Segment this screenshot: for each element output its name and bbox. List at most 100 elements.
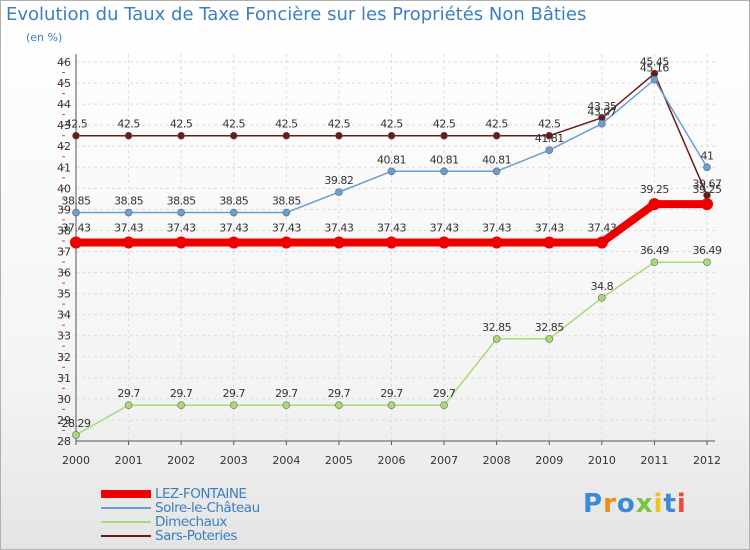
x-tick-label: 2005 [325, 454, 353, 467]
data-label-sars-poteries: 39.67 [693, 177, 722, 190]
data-label-sars-poteries: 42.5 [380, 118, 403, 131]
data-label-sars-poteries: 45.45 [640, 56, 669, 69]
data-label-sars-poteries: 42.5 [223, 118, 246, 131]
data-point-lez-fontaine [175, 236, 188, 249]
data-point-sars-poteries [492, 131, 501, 140]
y-tick-label: 42 [57, 140, 71, 153]
x-tick-label: 2000 [62, 454, 90, 467]
data-label-solre-le-ch-teau: 40.81 [377, 153, 406, 166]
data-point-lez-fontaine [438, 236, 451, 249]
data-label-dimechaux: 29.7 [328, 387, 351, 400]
legend-swatch-dimechaux [101, 521, 151, 523]
data-label-sars-poteries: 42.5 [433, 118, 456, 131]
data-point-dimechaux [282, 401, 291, 410]
y-axis-unit-label: (en %) [26, 31, 63, 44]
data-label-solre-le-ch-teau: 43.07 [587, 106, 616, 119]
data-label-sars-poteries: 42.5 [65, 118, 88, 131]
data-label-dimechaux: 36.49 [693, 244, 722, 257]
logo-letter: t [663, 489, 677, 519]
data-label-dimechaux: 29.7 [380, 387, 403, 400]
data-point-dimechaux [492, 335, 501, 343]
data-label-lez-fontaine: 37.43 [272, 221, 301, 234]
data-point-solre-le-ch-teau [229, 208, 238, 217]
data-point-dimechaux [545, 335, 554, 343]
grid [75, 54, 715, 442]
x-tick-label: 2003 [220, 454, 248, 467]
data-point-lez-fontaine [701, 198, 713, 211]
data-point-dimechaux [650, 258, 659, 267]
data-point-dimechaux [440, 401, 448, 410]
data-point-lez-fontaine [280, 236, 293, 249]
logo-letter: i [676, 489, 687, 519]
y-tick-label: 31 [57, 372, 71, 385]
y-tick-label: 34 [57, 309, 71, 322]
data-point-dimechaux [177, 401, 185, 410]
x-tick-label: 2011 [640, 454, 668, 467]
data-label-lez-fontaine: 37.43 [219, 221, 248, 234]
data-label-dimechaux: 32.85 [535, 321, 564, 334]
data-label-sars-poteries: 42.5 [485, 118, 508, 131]
x-tick-label: 2010 [588, 454, 616, 467]
data-point-dimechaux [703, 258, 711, 267]
data-label-solre-le-ch-teau: 39.82 [324, 174, 353, 187]
y-tick-label: 40 [57, 182, 71, 195]
y-tick-label: 41 [57, 161, 71, 174]
data-point-dimechaux [72, 431, 80, 439]
x-tick-label: 2012 [693, 454, 721, 467]
data-point-lez-fontaine [648, 198, 661, 211]
data-label-solre-le-ch-teau: 41 [701, 149, 714, 162]
data-label-lez-fontaine: 37.43 [324, 221, 353, 234]
data-point-solre-le-ch-teau [545, 146, 554, 155]
data-label-dimechaux: 36.49 [640, 244, 669, 257]
x-tick-labels: 2000 2001 2002 2003 2004 2005 2006 2007 2008 2009… [62, 454, 721, 467]
data-point-solre-le-ch-teau [440, 167, 448, 176]
data-label-lez-fontaine: 39.25 [640, 183, 669, 196]
data-label-sars-poteries: 42.5 [538, 118, 561, 131]
y-tick-label: 46 [57, 56, 71, 69]
data-label-lez-fontaine: 37.43 [482, 221, 511, 234]
data-label-dimechaux: 28.29 [62, 417, 91, 430]
x-tick-label: 2009 [535, 454, 563, 467]
data-point-solre-le-ch-teau [650, 75, 659, 84]
data-label-sars-poteries: 42.5 [275, 118, 298, 131]
y-tick-label: 45 [57, 77, 71, 90]
x-tick-label: 2006 [378, 454, 406, 467]
data-point-sars-poteries [387, 131, 396, 140]
data-point-lez-fontaine [227, 236, 240, 249]
data-label-dimechaux: 32.85 [482, 321, 511, 334]
data-point-sars-poteries [282, 131, 291, 140]
data-point-lez-fontaine [490, 236, 503, 249]
data-label-solre-le-ch-teau: 38.85 [219, 195, 248, 208]
chart-title: Evolution du Taux de Taxe Foncière sur l… [6, 4, 587, 25]
legend-label: Dimechaux [155, 514, 227, 530]
data-point-solre-le-ch-teau [177, 208, 185, 217]
data-label-solre-le-ch-teau: 38.85 [62, 195, 91, 208]
data-point-dimechaux [229, 401, 238, 410]
data-point-dimechaux [387, 401, 396, 410]
data-label-lez-fontaine: 37.43 [114, 221, 143, 234]
series-lines [70, 69, 713, 439]
legend-swatch-lez-fontaine [101, 490, 151, 498]
x-tick-label: 2007 [430, 454, 458, 467]
data-label-dimechaux: 29.7 [275, 387, 298, 400]
y-tick-label: 35 [57, 288, 71, 301]
y-tick-label: 37 [57, 246, 71, 259]
legend-label: Sars-Poteries [155, 528, 237, 544]
data-point-solre-le-ch-teau [598, 119, 606, 128]
data-label-solre-le-ch-teau: 40.81 [430, 153, 459, 166]
data-point-solre-le-ch-teau [335, 188, 343, 196]
data-label-lez-fontaine: 37.43 [377, 221, 406, 234]
data-label-solre-le-ch-teau: 45.16 [640, 62, 669, 75]
y-tick-label: 28 [57, 435, 71, 448]
legend-label: LEZ-FONTAINE [155, 486, 247, 502]
y-tick-label: 38 [57, 224, 71, 237]
data-label-solre-le-ch-teau: 40.81 [482, 153, 511, 166]
data-label-dimechaux: 29.7 [117, 387, 140, 400]
data-label-lez-fontaine: 37.43 [430, 221, 459, 234]
data-point-dimechaux [335, 401, 343, 410]
proxiti-logo: Proxiti [583, 489, 687, 519]
data-label-solre-le-ch-teau: 38.85 [272, 195, 301, 208]
data-point-solre-le-ch-teau [72, 208, 80, 217]
y-tick-label: 30 [57, 393, 71, 406]
data-point-dimechaux [124, 401, 133, 410]
